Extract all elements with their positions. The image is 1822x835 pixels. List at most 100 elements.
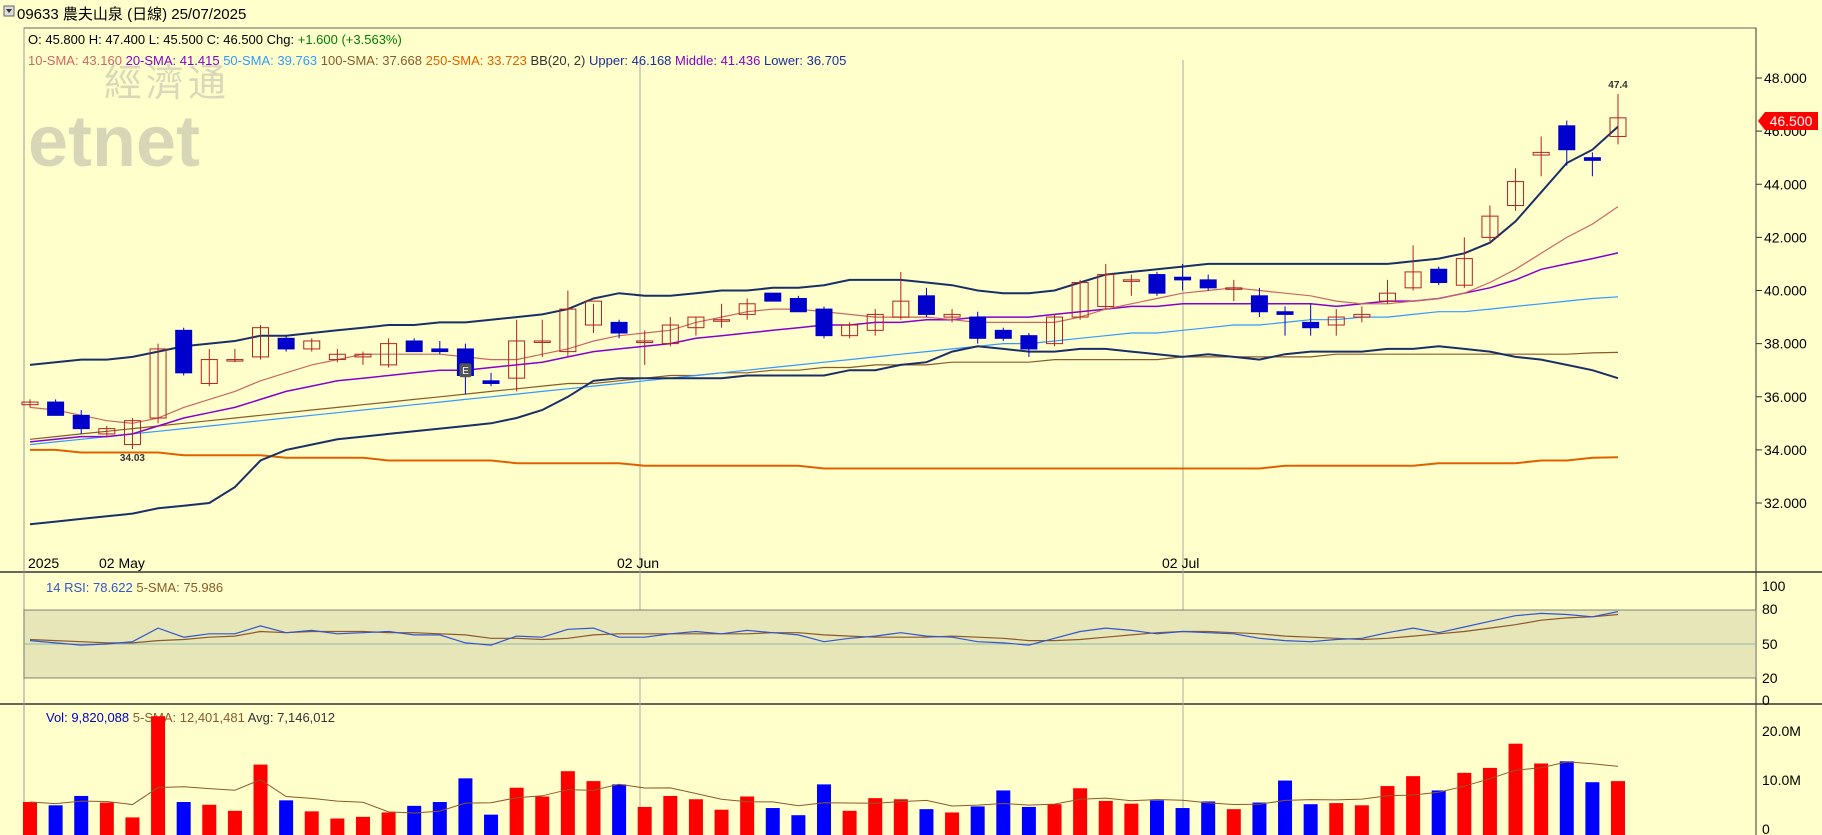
- volume-bar: [893, 799, 908, 835]
- price-tick-label: 44.000: [1764, 176, 1807, 192]
- date-label-jul: 02 Jul: [1162, 555, 1199, 571]
- candle-body: [738, 303, 756, 315]
- candle-body: [380, 343, 398, 366]
- volume-label: Vol:: [46, 710, 68, 725]
- volume-bar: [1508, 743, 1523, 835]
- date-label-jun: 02 Jun: [617, 555, 659, 571]
- price-tick-label: 32.000: [1764, 495, 1807, 511]
- volume-bar: [1021, 806, 1036, 835]
- candle-body: [354, 353, 372, 358]
- volume-bar: [945, 812, 960, 835]
- last-price-box: [1758, 112, 1818, 130]
- volume-bar: [1047, 804, 1062, 835]
- candle-body: [277, 337, 295, 350]
- candle-body: [584, 300, 602, 326]
- rsi-sma-value: 75.986: [183, 580, 223, 595]
- candle-body: [1532, 151, 1550, 156]
- candle-body: [1558, 125, 1576, 151]
- candle-body: [636, 340, 654, 343]
- volume-bar: [227, 810, 242, 835]
- volume-bar: [74, 795, 89, 835]
- candle-body: [1583, 157, 1601, 161]
- price-tick-label: 42.000: [1764, 229, 1807, 245]
- candle-body: [1046, 316, 1064, 345]
- rsi-panel: 14 RSI: 78.622 5-SMA: 75.986 100 80 50 2…: [23, 578, 1786, 708]
- volume-bar: [1278, 780, 1293, 835]
- candle-body: [1148, 274, 1166, 294]
- price-axis: 48.00046.00044.00042.00040.00038.00036.0…: [1756, 70, 1807, 511]
- date-axis: 2025 02 May 02 Jun 02 Jul: [28, 555, 1199, 571]
- volume-bar: [1201, 801, 1216, 835]
- low-value: 45.500: [163, 32, 203, 47]
- panel-frames: [0, 27, 1822, 835]
- volume-bar: [996, 790, 1011, 835]
- candle-body: [559, 308, 577, 353]
- sma20-label: 20-SMA:: [126, 53, 177, 68]
- candle-body: [508, 340, 526, 379]
- candle-body: [1353, 313, 1371, 318]
- candle-body: [994, 329, 1012, 339]
- volume-bar: [1380, 786, 1395, 835]
- candle-body: [1481, 215, 1499, 238]
- last-price-tag: 46.500: [1758, 112, 1818, 130]
- volume-tick-0: 0: [1762, 821, 1770, 835]
- candle-body: [892, 300, 910, 318]
- candle-body: [841, 324, 859, 337]
- candle-body: [1378, 292, 1396, 302]
- volume-bar: [99, 802, 114, 835]
- watermark-chinese: 經濟通: [104, 63, 230, 105]
- rsi-tick-50: 50: [1762, 636, 1778, 652]
- rsi-tick-80: 80: [1762, 601, 1778, 617]
- volume-bar: [586, 781, 601, 835]
- price-tick-label: 34.000: [1764, 442, 1807, 458]
- volume-sma-value: 12,401,481: [180, 710, 245, 725]
- candle-body: [21, 401, 39, 406]
- bb-label: BB(20, 2): [530, 53, 585, 68]
- rsi-lines: [29, 611, 1619, 646]
- volume-bar: [253, 764, 268, 835]
- candle-body: [226, 359, 244, 362]
- volume-readout: Vol: 9,820,088 5-SMA: 12,401,481 Avg: 7,…: [46, 710, 335, 725]
- bb-middle-label: Middle:: [675, 53, 717, 68]
- chevron-down-icon: [6, 9, 12, 13]
- header-bar: 09633 農夫山泉 (日線) 25/07/2025: [3, 5, 246, 23]
- volume-bar: [1303, 804, 1318, 835]
- candle-body: [1174, 276, 1192, 281]
- candle-body: [1609, 117, 1627, 137]
- volume-bar: [202, 804, 217, 835]
- volume-bar: [1585, 782, 1600, 835]
- rsi-value: 78.622: [93, 580, 133, 595]
- rsi-label: 14 RSI:: [46, 580, 89, 595]
- volume-bar: [1073, 788, 1088, 835]
- candle-body: [1250, 295, 1268, 313]
- volume-bar: [765, 808, 780, 835]
- volume-bar: [688, 799, 703, 835]
- candle-body: [1327, 316, 1345, 326]
- volume-bar: [1226, 809, 1241, 835]
- rsi-tick-100: 100: [1762, 578, 1786, 594]
- volume-bar: [919, 809, 934, 835]
- candle-body: [47, 401, 65, 416]
- volume-bar: [1329, 803, 1344, 835]
- stock-code: 09633: [17, 6, 59, 23]
- volume-bar: [791, 815, 806, 835]
- rsi-tick-0: 0: [1762, 692, 1770, 708]
- volume-bar: [1252, 802, 1267, 835]
- last-price-label: 46.500: [1770, 113, 1813, 129]
- volume-bar: [1124, 803, 1139, 835]
- candle-body: [713, 319, 731, 322]
- volume-bar: [663, 795, 678, 835]
- open-label: O:: [28, 32, 42, 47]
- sma10-label: 10-SMA:: [28, 53, 79, 68]
- sma50-value: 39.763: [277, 53, 317, 68]
- price-tick-label: 40.000: [1764, 283, 1807, 299]
- volume-tick-10m: 10.0M: [1762, 772, 1801, 788]
- volume-bar: [1149, 800, 1164, 835]
- candle-body: [1404, 271, 1422, 289]
- volume-panel: Vol: 9,820,088 5-SMA: 12,401,481 Avg: 7,…: [23, 710, 1801, 835]
- volume-bar: [355, 816, 370, 835]
- chg-label: Chg:: [267, 32, 294, 47]
- candle-body: [969, 316, 987, 339]
- candle-body: [1302, 321, 1320, 329]
- earnings-marker-label: E: [462, 366, 469, 377]
